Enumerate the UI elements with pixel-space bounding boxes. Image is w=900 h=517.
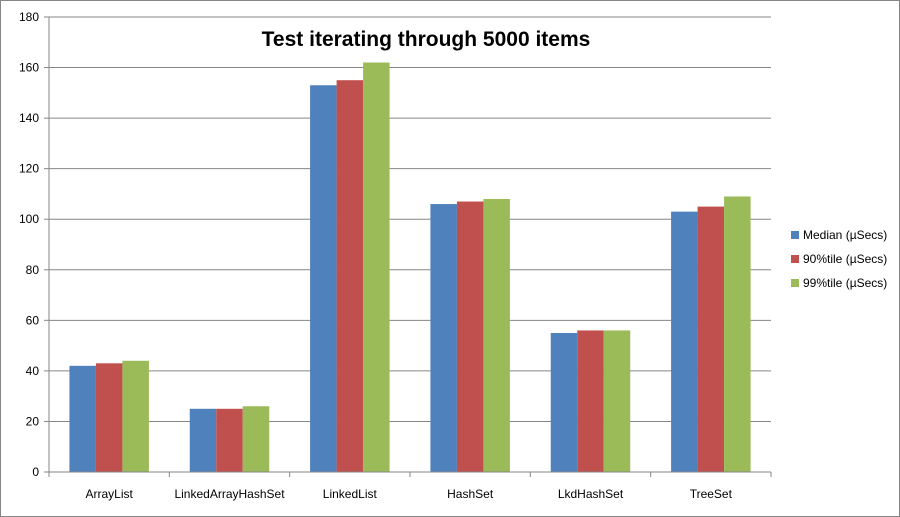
bar xyxy=(430,204,457,473)
x-tick-label: LinkedList xyxy=(323,487,378,501)
x-tick-label: LkdHashSet xyxy=(558,487,624,501)
y-tick-label: 140 xyxy=(19,111,39,125)
bar xyxy=(242,406,270,472)
legend-label: 99%tile (µSecs) xyxy=(803,276,887,290)
legend-label: 90%tile (µSecs) xyxy=(803,252,887,266)
bar xyxy=(483,199,510,472)
y-tick-label: 100 xyxy=(19,212,39,226)
x-tick-label: HashSet xyxy=(447,487,494,501)
bar xyxy=(122,360,149,472)
legend-swatch xyxy=(791,231,799,239)
bar xyxy=(603,330,631,472)
bar xyxy=(69,365,96,472)
bar xyxy=(550,332,578,472)
bar xyxy=(216,408,243,472)
bar xyxy=(697,206,725,473)
x-tick-label: TreeSet xyxy=(690,487,733,501)
y-tick-label: 0 xyxy=(32,465,39,479)
y-tick-label: 160 xyxy=(19,61,39,75)
legend-swatch xyxy=(791,279,799,287)
x-tick-label: LinkedArrayHashSet xyxy=(174,487,285,501)
y-tick-label: 60 xyxy=(26,313,40,327)
bar xyxy=(724,196,751,472)
bar xyxy=(671,211,698,472)
y-tick-label: 80 xyxy=(26,263,40,277)
bars xyxy=(69,62,751,473)
bar xyxy=(189,408,217,472)
y-tick-label: 40 xyxy=(26,364,40,378)
y-tick-label: 180 xyxy=(19,10,39,24)
legend-label: Median (µSecs) xyxy=(803,228,887,242)
gridlines xyxy=(49,16,771,422)
bar xyxy=(95,363,123,472)
y-tick-label: 120 xyxy=(19,162,39,176)
bar xyxy=(577,330,604,472)
bar xyxy=(363,62,390,472)
x-tick-label: ArrayList xyxy=(85,487,133,501)
bar xyxy=(310,85,337,472)
legend-swatch xyxy=(791,255,799,263)
legend: Median (µSecs) 90%tile (µSecs) 99%tile (µS… xyxy=(791,228,887,290)
bar xyxy=(336,80,364,472)
bar xyxy=(456,201,484,472)
chart-title: Test iterating through 5000 items xyxy=(262,28,591,51)
axes: 0 20 40 60 80 100 120 140 160 180 ArrayList LinkedA… xyxy=(19,10,772,501)
y-tick-label: 20 xyxy=(26,414,40,428)
